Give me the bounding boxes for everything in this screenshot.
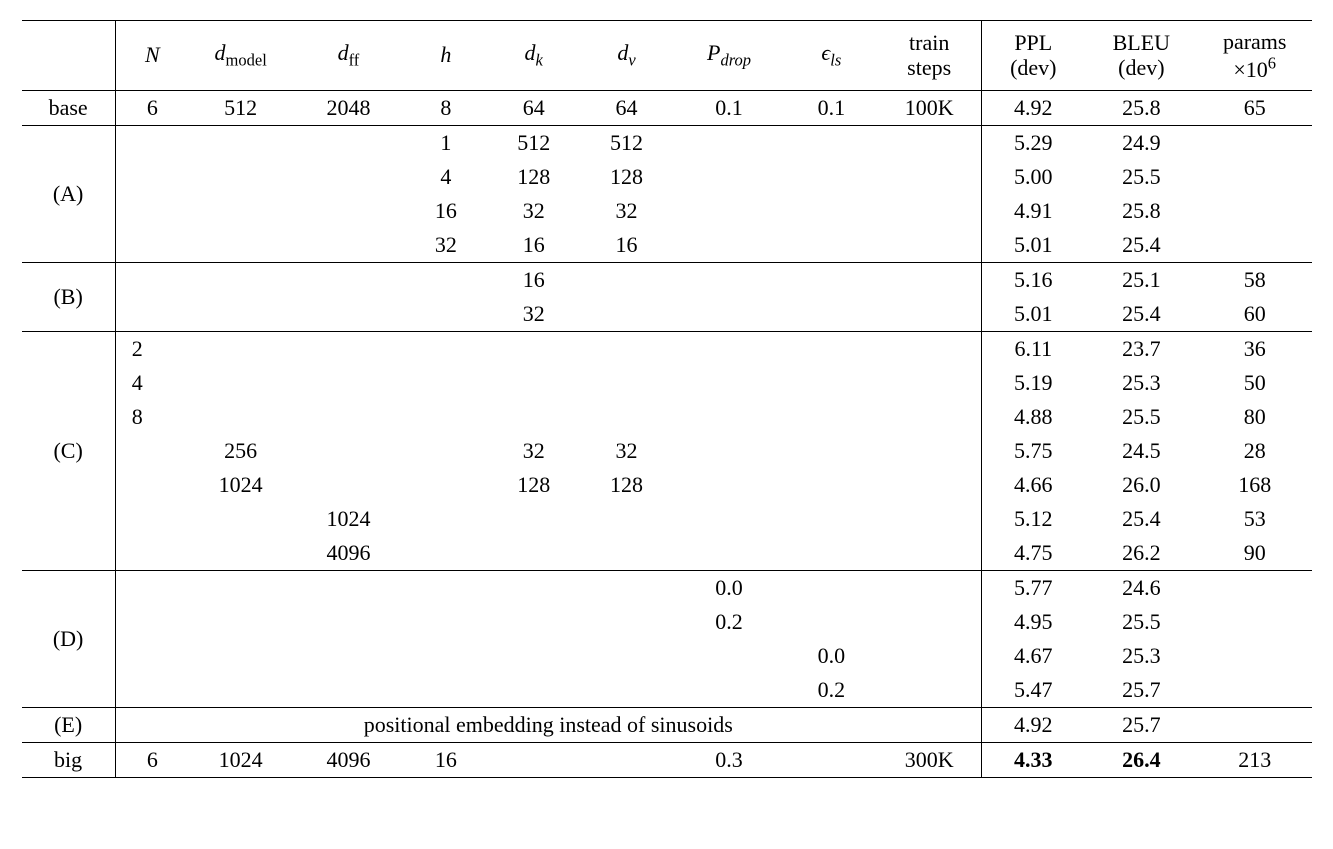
header-N: N [115,21,189,91]
cell-h: 1 [405,125,488,160]
cell-dmodel: 512 [189,90,292,125]
cell-label: base [22,90,116,125]
cell-params: 65 [1198,90,1312,125]
cell-N: 6 [115,90,189,125]
row-D-2: 0.0 4.6725.3 [22,639,1312,673]
header-trainsteps: trainsteps [878,21,982,91]
cell-steps: 100K [878,90,982,125]
row-C-5: 1024 5.1225.453 [22,502,1312,536]
header-els: ϵls [785,21,877,91]
cell-E-text: positional embedding instead of sinusoid… [115,707,981,742]
row-D-1: 0.2 4.9525.5 [22,605,1312,639]
cell-label-D: (D) [22,570,116,707]
header-dv: dv [580,21,673,91]
row-C-1: 4 5.1925.350 [22,366,1312,400]
row-E: (E) positional embedding instead of sinu… [22,707,1312,742]
header-ppl: PPL(dev) [981,21,1085,91]
row-A-2: 163232 4.9125.8 [22,194,1312,228]
cell-ppl: 5.29 [981,125,1085,160]
header-pdrop: Pdrop [673,21,785,91]
row-D-0: (D) 0.0 5.7724.6 [22,570,1312,605]
cell-dff: 2048 [292,90,404,125]
cell-bleu: 24.9 [1085,125,1198,160]
header-dmodel: dmodel [189,21,292,91]
header-dff: dff [292,21,404,91]
row-big: big 6 1024 4096 16 0.3 300K 4.33 26.4 21… [22,742,1312,777]
cell-ppl: 4.92 [981,90,1085,125]
cell-dv: 64 [580,90,673,125]
cell-label-E: (E) [22,707,116,742]
row-A-0: (A) 1 512 512 5.29 24.9 [22,125,1312,160]
row-D-3: 0.2 5.4725.7 [22,673,1312,708]
row-A-1: 4128128 5.0025.5 [22,160,1312,194]
row-B-1: 32 5.0125.460 [22,297,1312,332]
row-A-3: 321616 5.0125.4 [22,228,1312,263]
row-C-0: (C) 2 6.1123.736 [22,331,1312,366]
cell-els: 0.1 [785,90,877,125]
cell-pdrop: 0.1 [673,90,785,125]
cell-h: 8 [405,90,488,125]
cell-dk: 512 [487,125,580,160]
cell-label-C: (C) [22,331,116,570]
cell-dv: 512 [580,125,673,160]
row-C-6: 4096 4.7526.290 [22,536,1312,571]
row-base: base 6 512 2048 8 64 64 0.1 0.1 100K 4.9… [22,90,1312,125]
header-bleu: BLEU(dev) [1085,21,1198,91]
results-table: N dmodel dff h dk dv Pdrop ϵls trainstep… [22,20,1312,778]
header-params: params×106 [1198,21,1312,91]
header-blank [22,21,116,91]
header-h: h [405,21,488,91]
row-C-3: 256 3232 5.7524.528 [22,434,1312,468]
row-B-0: (B) 16 5.1625.158 [22,262,1312,297]
row-C-2: 8 4.8825.580 [22,400,1312,434]
header-dk: dk [487,21,580,91]
cell-label-A: (A) [22,125,116,262]
cell-bleu: 25.8 [1085,90,1198,125]
cell-dk: 64 [487,90,580,125]
cell-label-big: big [22,742,116,777]
row-C-4: 1024 128128 4.6626.0168 [22,468,1312,502]
cell-label-B: (B) [22,262,116,331]
